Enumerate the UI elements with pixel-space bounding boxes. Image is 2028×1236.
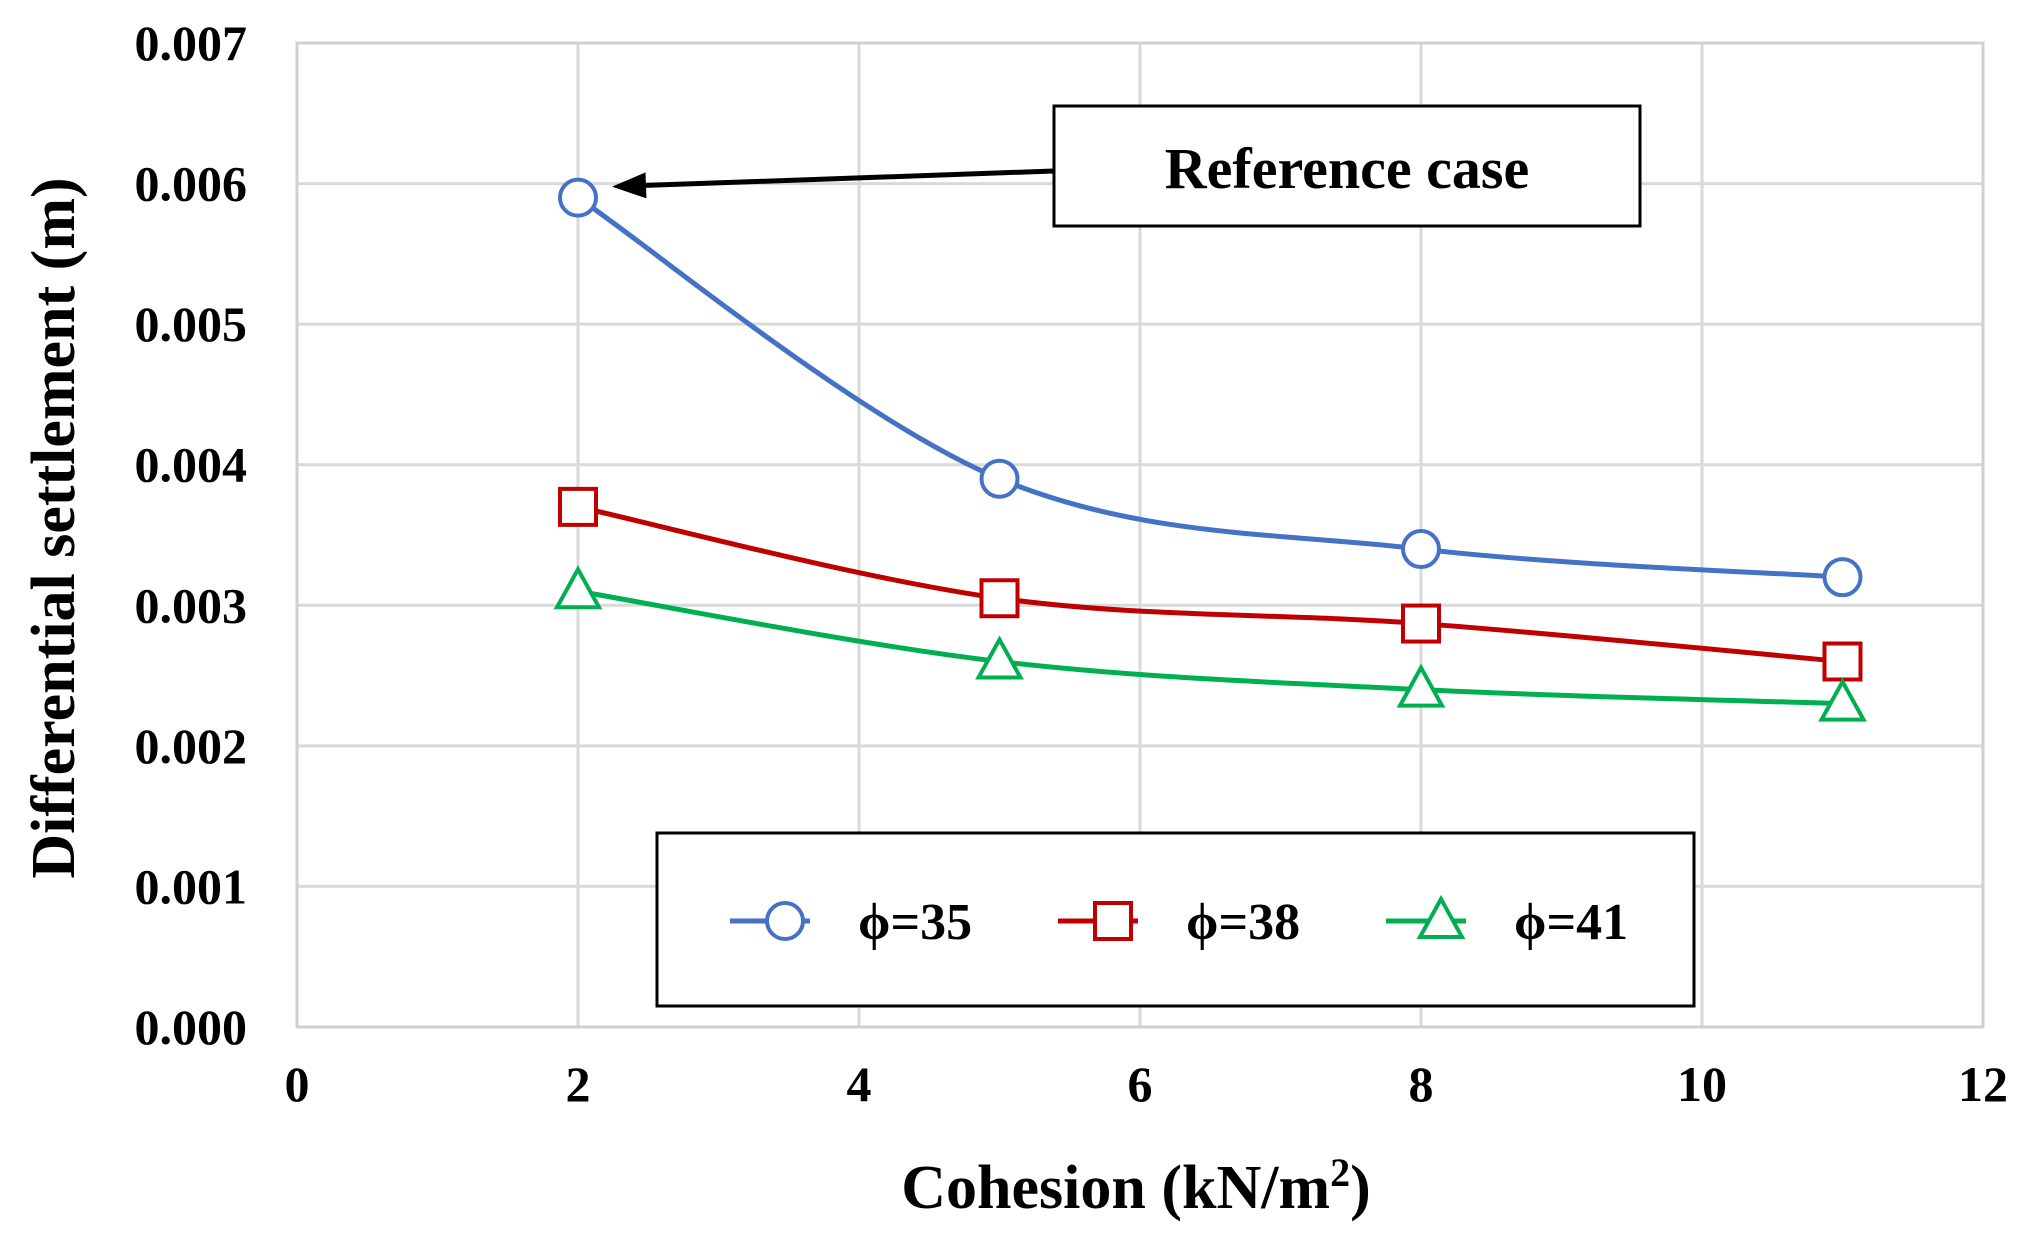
legend-marker-triangle (1416, 894, 1466, 939)
data-point-square (1822, 641, 1863, 682)
x-tick-label: 4 (847, 1056, 872, 1112)
data-point-square (1401, 603, 1441, 644)
y-axis-ticks: 0.000 0.001 0.002 0.003 0.004 0.005 0.006 0.007 (135, 15, 248, 1055)
y-tick-label: 0.005 (135, 296, 248, 352)
x-tick-label: 12 (1958, 1056, 2008, 1112)
y-tick-label: 0.000 (135, 999, 248, 1055)
series-2 (558, 486, 1863, 682)
annotation-arrowhead (612, 172, 647, 199)
legend-marker-circle (765, 901, 805, 941)
y-tick-label: 0.003 (135, 577, 248, 633)
x-tick-label: 2 (566, 1056, 591, 1112)
x-tick-label: 8 (1409, 1056, 1434, 1112)
annotation-text: Reference case (1165, 136, 1529, 201)
legend-item-1: ϕ=35 (730, 894, 972, 951)
annotation-arrow (645, 168, 1055, 188)
series-line (577, 504, 1843, 665)
y-tick-label: 0.004 (135, 437, 248, 493)
y-tick-label: 0.001 (135, 858, 248, 914)
legend-items: ϕ=35 ϕ=38 ϕ=41 (730, 894, 1628, 951)
y-axis-title: Differential settlement (m) (20, 177, 88, 878)
x-axis-title: Cohesion (kN/m2) (901, 1150, 1371, 1222)
data-point-square (558, 486, 598, 527)
data-point-circle (558, 177, 598, 218)
x-tick-label: 10 (1677, 1056, 1727, 1112)
y-tick-label: 0.007 (135, 15, 248, 71)
data-point-triangle (975, 635, 1024, 680)
plot-area-frame (295, 41, 1985, 1029)
data-point-triangle (553, 565, 603, 610)
legend-item-2: ϕ=38 (1058, 894, 1300, 951)
series-3 (553, 565, 1867, 722)
x-axis-ticks: 0 2 4 6 8 10 12 (285, 1056, 2009, 1112)
x-tick-label: 6 (1128, 1056, 1153, 1112)
legend-marker-square (1093, 901, 1133, 941)
x-tick-label: 0 (285, 1056, 310, 1112)
legend-label: ϕ=38 (1186, 894, 1300, 951)
legend: ϕ=35 ϕ=38 ϕ=41 (655, 831, 1696, 1008)
series-line (576, 195, 1843, 580)
data-point-triangle (1396, 663, 1446, 708)
y-tick-label: 0.002 (135, 718, 248, 774)
data-point-triangle (1818, 677, 1867, 722)
data-point-square (979, 578, 1020, 619)
data-point-circle (979, 458, 1020, 499)
series-1 (558, 177, 1863, 598)
legend-label: ϕ=35 (858, 894, 972, 951)
legend-item-3: ϕ=41 (1386, 894, 1628, 951)
reference-case-annotation: Reference case (612, 104, 1642, 228)
data-point-circle (1401, 529, 1441, 570)
annotation-box (1052, 104, 1642, 228)
legend-box (655, 831, 1696, 1008)
data-point-circle (1822, 557, 1863, 598)
series-group (553, 177, 1867, 722)
y-tick-label: 0.006 (135, 156, 248, 212)
series-line (577, 588, 1843, 707)
legend-label: ϕ=41 (1514, 894, 1628, 951)
